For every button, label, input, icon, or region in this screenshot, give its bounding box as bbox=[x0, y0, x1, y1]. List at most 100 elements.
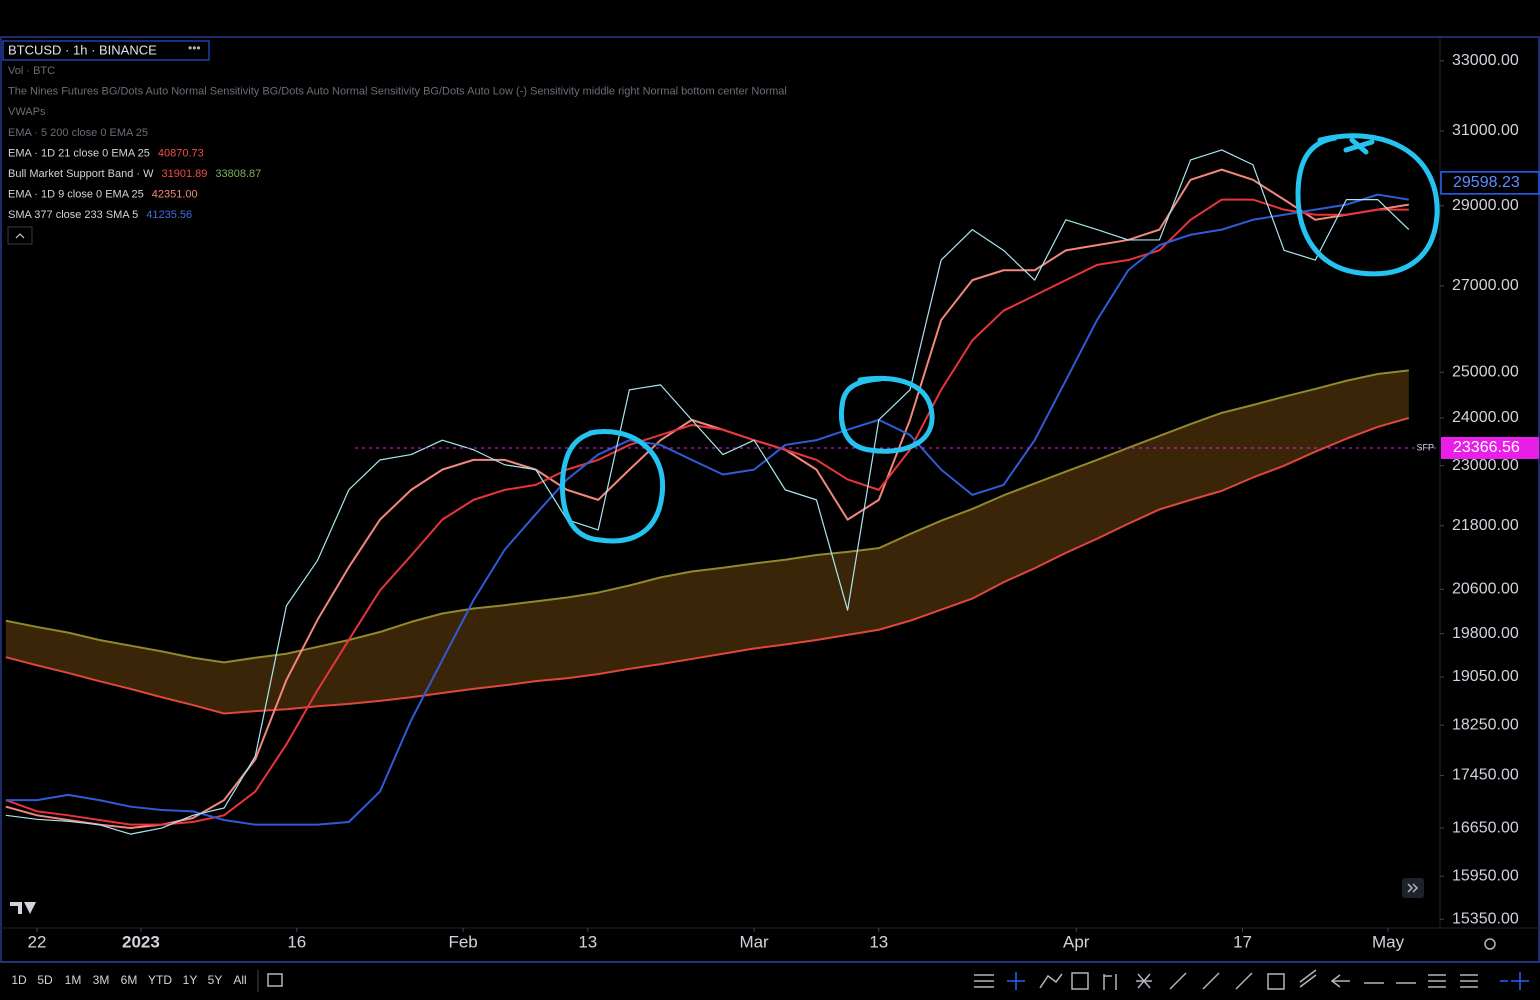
timeframe-button[interactable]: 1Y bbox=[183, 973, 198, 987]
indicator-value: 41235.56 bbox=[146, 209, 192, 221]
symbol: BTCUSD · 1h · BINANCE bbox=[8, 42, 157, 57]
x-tick-label: 2023 bbox=[122, 932, 160, 951]
x-tick-label: May bbox=[1372, 932, 1405, 951]
hand-mark bbox=[1343, 137, 1375, 155]
indicator-row: VWAPs bbox=[8, 106, 46, 118]
indicator-name: EMA · 1D 9 close 0 EMA 25 bbox=[8, 189, 144, 201]
tool-icon[interactable] bbox=[1460, 974, 1478, 988]
plot bbox=[5, 149, 1440, 835]
indicator-row: EMA · 5 200 close 0 EMA 25 bbox=[8, 127, 148, 139]
y-tick-label: 25000.00 bbox=[1452, 363, 1519, 380]
indicator-row: The Nines Futures BG/Dots Auto Normal Se… bbox=[8, 86, 787, 98]
collapse-icon bbox=[15, 233, 25, 239]
menu-dots: ••• bbox=[188, 41, 201, 55]
collapse-button[interactable] bbox=[7, 226, 33, 245]
symbol-box[interactable] bbox=[2, 40, 210, 61]
hand-circle bbox=[1295, 133, 1440, 277]
timeframe-button[interactable]: All bbox=[233, 973, 246, 987]
indicator-value: 31901.89 bbox=[162, 168, 208, 180]
tool-icon[interactable] bbox=[1299, 969, 1317, 988]
tool-icon[interactable] bbox=[1169, 972, 1187, 990]
last-price-box bbox=[1440, 171, 1540, 195]
y-tick-label: 31000.00 bbox=[1452, 122, 1519, 139]
x-tick-label: 22 bbox=[28, 932, 47, 951]
tool-icon[interactable] bbox=[1007, 972, 1025, 990]
tool-icon[interactable] bbox=[1103, 974, 1117, 990]
y-tick-label: 17450.00 bbox=[1452, 767, 1519, 784]
indicator-name: Vol · BTC bbox=[8, 65, 55, 77]
indicator-row: Bull Market Support Band · W 31901.89 3380… bbox=[8, 168, 261, 180]
ui: 33000.00 31000.00 29000.00 27000.00 25000.00… bbox=[2, 40, 1540, 992]
tool-icon[interactable] bbox=[267, 973, 283, 987]
timeframe-button[interactable]: 6M bbox=[121, 973, 138, 987]
y-tick-label: 21800.00 bbox=[1452, 517, 1519, 534]
tool-icon[interactable] bbox=[1136, 973, 1152, 989]
tool-icon[interactable] bbox=[974, 974, 994, 988]
last-price-label: 29598.23 bbox=[1453, 174, 1520, 191]
y-tick-label: 20600.00 bbox=[1452, 581, 1519, 598]
indicator-value: 33808.87 bbox=[215, 168, 261, 180]
indicator-name: EMA · 5 200 close 0 EMA 25 bbox=[8, 127, 148, 139]
timeframe-button[interactable]: YTD bbox=[148, 973, 172, 987]
tool-icon[interactable] bbox=[1267, 973, 1285, 990]
indicator-name: SMA 377 close 233 SMA 5 bbox=[8, 209, 138, 221]
indicator-value: 40870.73 bbox=[158, 147, 204, 159]
tool-icon[interactable] bbox=[1428, 974, 1446, 988]
indicator-name: VWAPs bbox=[8, 106, 46, 118]
timeframe-button[interactable]: 5Y bbox=[208, 973, 223, 987]
y-tick-label: 19800.00 bbox=[1452, 625, 1519, 642]
y-tick-label: 33000.00 bbox=[1452, 52, 1519, 69]
level-label-box bbox=[1441, 436, 1539, 459]
indicator-value: 42351.00 bbox=[152, 189, 198, 201]
x-tick-label: Feb bbox=[448, 932, 477, 951]
y-tick-label: 19050.00 bbox=[1452, 668, 1519, 685]
tool-icon[interactable] bbox=[1330, 974, 1350, 988]
x-tick-label: 16 bbox=[287, 932, 306, 951]
y-tick-label: 15350.00 bbox=[1452, 910, 1519, 927]
annotations bbox=[559, 133, 1440, 544]
y-tick-label: 16650.00 bbox=[1452, 819, 1519, 836]
indicator-row: Vol · BTC bbox=[8, 65, 55, 77]
level-label: 23366.56 bbox=[1453, 439, 1520, 456]
hand-circle bbox=[559, 429, 666, 544]
series-line bbox=[5, 193, 1409, 826]
tool-icon[interactable] bbox=[1202, 972, 1220, 990]
indicator-name: The Nines Futures BG/Dots Auto Normal Se… bbox=[8, 86, 787, 98]
settings-icon[interactable] bbox=[1484, 938, 1496, 950]
y-tick-label: 27000.00 bbox=[1452, 277, 1519, 294]
x-tick-label: 13 bbox=[578, 932, 597, 951]
indicator-row: EMA · 1D 21 close 0 EMA 25 40870.73 bbox=[8, 147, 204, 159]
timeframe-button[interactable]: 5D bbox=[37, 973, 53, 987]
indicator-name: Bull Market Support Band · W bbox=[8, 168, 154, 180]
series-line bbox=[5, 417, 1410, 715]
timeframe-button[interactable]: 1M bbox=[65, 973, 82, 987]
hand-circle bbox=[839, 375, 935, 454]
series-line bbox=[5, 149, 1410, 835]
y-tick-label: 15950.00 bbox=[1452, 867, 1519, 884]
timeframe-button[interactable]: 1D bbox=[11, 973, 27, 987]
tool-icon[interactable] bbox=[1039, 973, 1063, 989]
y-tick-label: 18250.00 bbox=[1452, 716, 1519, 733]
y-tick-label: 29000.00 bbox=[1452, 197, 1519, 214]
indicator-row: EMA · 1D 9 close 0 EMA 25 42351.00 bbox=[8, 189, 198, 201]
tool-icon[interactable] bbox=[1235, 972, 1253, 990]
x-tick-label: Apr bbox=[1063, 932, 1090, 951]
x-tick-label: 13 bbox=[869, 932, 888, 951]
indicator-row: SMA 377 close 233 SMA 5 41235.56 bbox=[8, 209, 192, 221]
tool-icon[interactable] bbox=[1500, 972, 1529, 990]
logo bbox=[10, 902, 36, 914]
y-tick-label: 23000.00 bbox=[1452, 457, 1519, 474]
timeframe-button[interactable]: 3M bbox=[93, 973, 110, 987]
scroll-icon bbox=[1407, 883, 1419, 893]
series-line bbox=[5, 369, 1409, 664]
tool-icon[interactable] bbox=[1071, 972, 1089, 990]
series-line bbox=[5, 198, 1409, 826]
x-tick-label: 17 bbox=[1233, 932, 1252, 951]
band-fill bbox=[5, 370, 1409, 714]
series-line bbox=[5, 168, 1409, 830]
drawing-tools bbox=[267, 969, 1529, 990]
x-tick-label: Mar bbox=[739, 932, 769, 951]
